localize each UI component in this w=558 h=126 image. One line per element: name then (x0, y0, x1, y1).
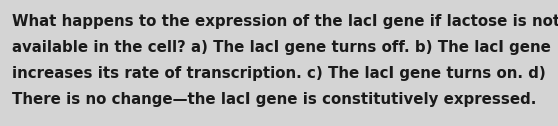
Text: available in the cell? a) The lacI gene turns off. b) The lacI gene: available in the cell? a) The lacI gene … (12, 40, 551, 55)
Text: increases its rate of transcription. c) The lacI gene turns on. d): increases its rate of transcription. c) … (12, 66, 546, 81)
Text: There is no change—the lacI gene is constitutively expressed.: There is no change—the lacI gene is cons… (12, 92, 536, 107)
Text: What happens to the expression of the lacI gene if lactose is not: What happens to the expression of the la… (12, 14, 558, 29)
